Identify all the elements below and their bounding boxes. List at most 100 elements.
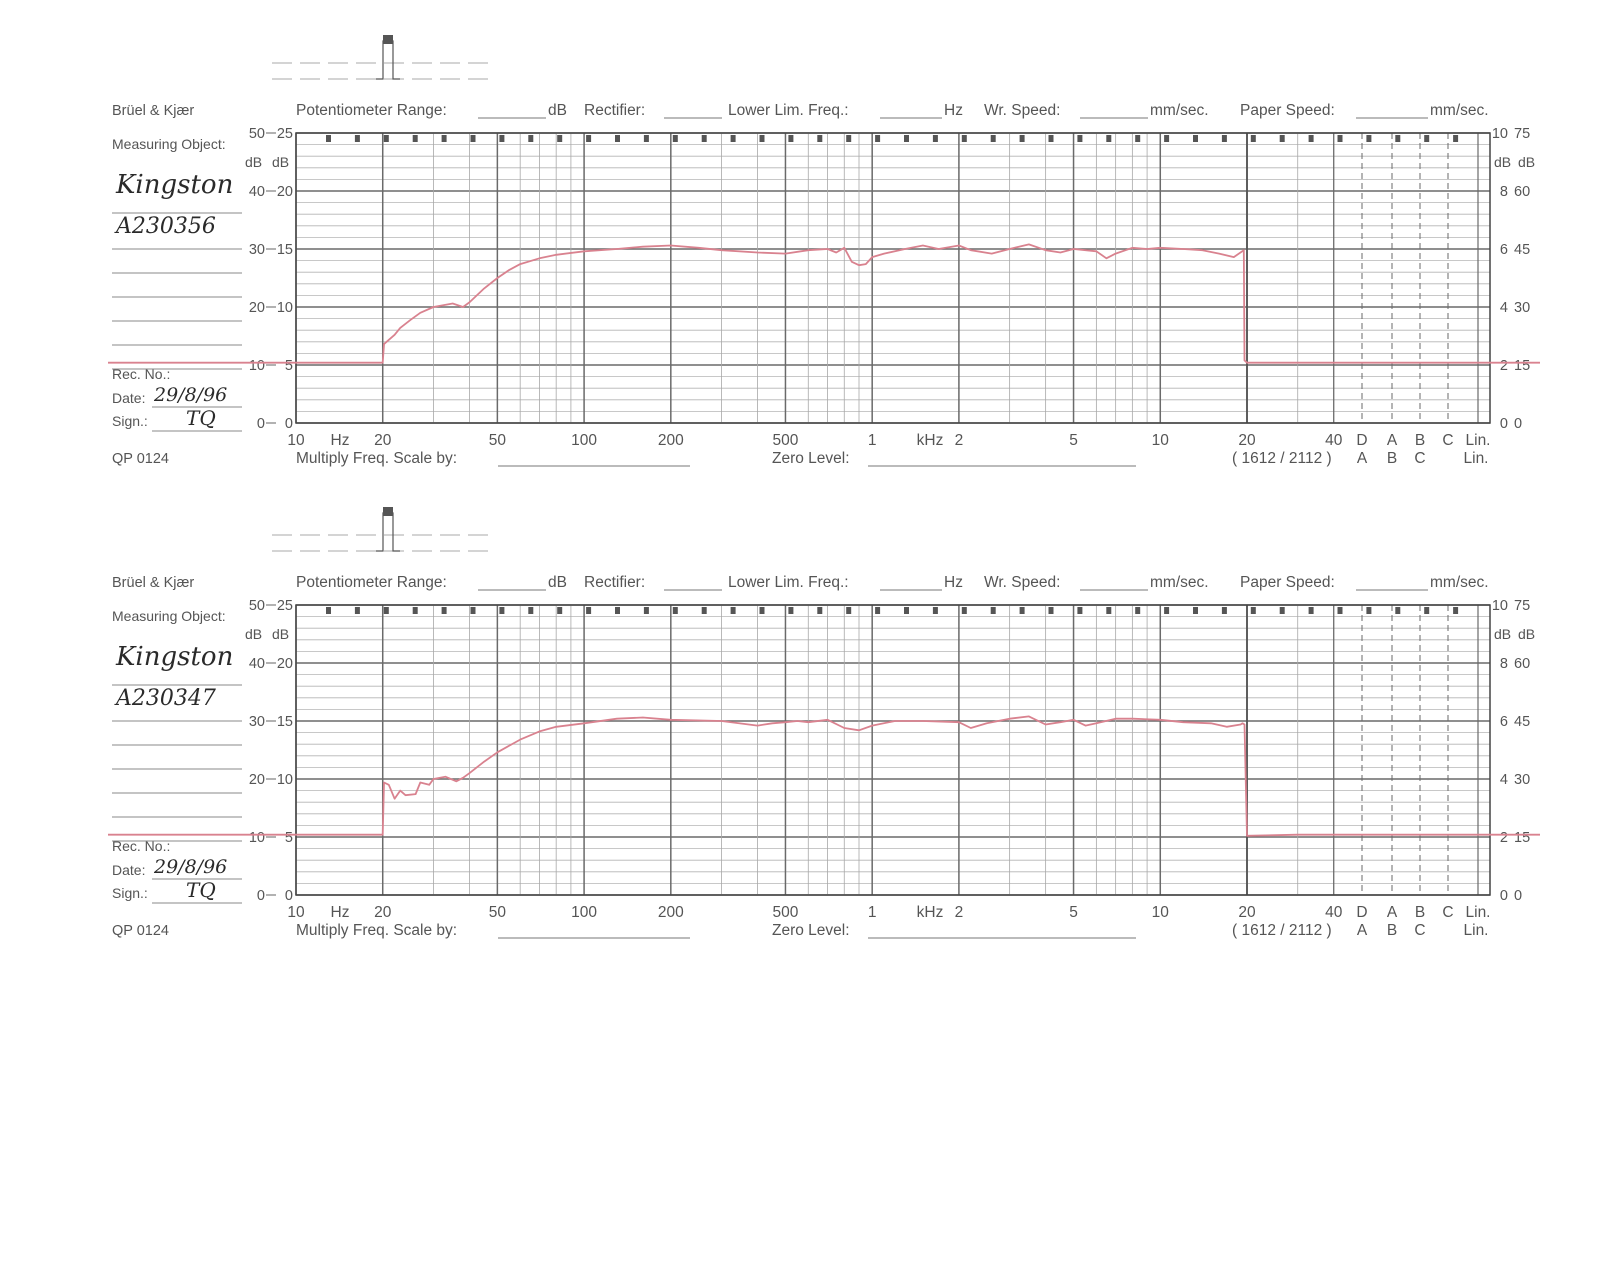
- x-tick-label: 500: [773, 432, 799, 449]
- left-db-unit: dB: [245, 626, 262, 642]
- form-code: QP 0124: [112, 923, 169, 939]
- left-scale-25-label: 0: [285, 888, 293, 904]
- trace-point: [1146, 248, 1148, 250]
- left-scale-50-label: 0: [257, 416, 265, 432]
- sprocket-mark: [932, 135, 938, 142]
- right-scale-75-label: 45: [1514, 242, 1530, 258]
- trace-point: [555, 726, 557, 728]
- trace-point: [508, 269, 510, 271]
- trace-point: [871, 725, 873, 727]
- trace-point: [462, 777, 464, 779]
- trace-point: [1246, 835, 1248, 837]
- right-scale-10-label: 10: [1492, 598, 1508, 614]
- trace-point: [958, 244, 960, 247]
- sprocket-mark: [643, 135, 649, 142]
- trace-point: [383, 343, 385, 345]
- weighting-label-bottom: A: [1357, 450, 1368, 467]
- x-tick-label: 40: [1325, 904, 1343, 921]
- sprocket-mark: [1424, 135, 1430, 142]
- trace-point: [444, 776, 446, 778]
- left-scale-25-label: 15: [277, 242, 293, 258]
- sprocket-mark: [1164, 607, 1170, 614]
- sprocket-mark: [1221, 135, 1227, 142]
- x-tick-label: 10: [1152, 432, 1170, 449]
- trace-point: [1233, 256, 1235, 258]
- left-scale-25-label: 10: [277, 772, 293, 788]
- multiply-label: Multiply Freq. Scale by:: [296, 450, 457, 467]
- sprocket-mark: [528, 607, 534, 614]
- trace-point: [991, 253, 993, 255]
- left-scale-50-label: 50: [249, 126, 265, 142]
- weighting-label-bottom: Lin.: [1464, 922, 1489, 939]
- trace-point: [538, 730, 541, 733]
- sprocket-mark: [528, 135, 534, 142]
- trace-point: [670, 719, 672, 721]
- trace-point: [1059, 721, 1061, 723]
- sprocket-mark: [354, 607, 360, 614]
- form-code: QP 0124: [112, 451, 169, 467]
- measuring-object-value: Kingston: [115, 170, 233, 200]
- x-tick-label: 2: [955, 432, 964, 449]
- right-db-unit: dB: [1494, 626, 1511, 642]
- mm-sec-label: mm/sec.: [1430, 102, 1489, 119]
- left-scale-25-label: 15: [277, 714, 293, 730]
- weighting-label: B: [1415, 904, 1425, 921]
- pen-marker: [272, 35, 488, 80]
- weighting-label-bottom: Lin.: [1464, 450, 1489, 467]
- sprocket-mark: [441, 135, 447, 142]
- left-scale-50-label: 40: [249, 184, 265, 200]
- left-scale-25-label: 0: [285, 416, 293, 432]
- trace-point: [937, 248, 940, 250]
- sprocket-mark: [1337, 135, 1343, 142]
- marker-block: [383, 507, 393, 516]
- trace-point: [970, 727, 972, 729]
- trace-point: [986, 722, 988, 724]
- trace-point: [958, 721, 960, 723]
- trace-point: [388, 784, 390, 786]
- trace-point: [858, 729, 860, 731]
- right-scale-10-label: 6: [1500, 714, 1508, 730]
- weighting-label: C: [1442, 904, 1453, 921]
- x-tick-label: 20: [1238, 432, 1256, 449]
- trace-point: [616, 718, 618, 720]
- left-scale-25-label: 5: [285, 830, 293, 846]
- trace-point: [616, 248, 618, 250]
- lower-lim-label: Lower Lim. Freq.:: [728, 574, 849, 591]
- left-scale-50-label: 30: [249, 242, 265, 258]
- weighting-label-bottom: A: [1357, 922, 1368, 939]
- x-tick-label: 200: [658, 432, 684, 449]
- marker-pulse: [376, 40, 400, 80]
- sprocket-mark: [701, 135, 707, 142]
- sprocket-mark: [846, 607, 852, 614]
- trace-point: [1246, 362, 1248, 364]
- trace-point: [555, 254, 557, 256]
- trace-point: [720, 249, 723, 251]
- trace-point: [496, 277, 498, 279]
- sprocket-mark: [615, 135, 620, 142]
- weighting-label: Lin.: [1466, 904, 1491, 921]
- left-scale-50-label: 50: [249, 598, 265, 614]
- sprocket-mark: [383, 607, 389, 614]
- hz-header-label: Hz: [944, 102, 963, 119]
- sprocket-mark: [672, 135, 678, 142]
- left-db-unit: dB: [272, 154, 289, 170]
- marker-block: [383, 35, 393, 44]
- trace-point: [1210, 722, 1212, 724]
- mm-sec-label: mm/sec.: [1430, 574, 1489, 591]
- rectifier-label: Rectifier:: [584, 102, 645, 119]
- x-tick-label: 5: [1069, 432, 1078, 449]
- right-db-unit: dB: [1518, 154, 1535, 170]
- sprocket-mark: [326, 135, 331, 142]
- measuring-object-value: Kingston: [115, 642, 233, 672]
- right-scale-10-label: 0: [1500, 416, 1508, 432]
- wr-speed-label: Wr. Speed:: [984, 574, 1060, 591]
- trace-point: [851, 261, 853, 263]
- object-id-value: A230347: [114, 686, 216, 711]
- rec-no-label: Rec. No.:: [112, 366, 170, 382]
- x-unit-hz: Hz: [331, 432, 350, 449]
- trace-point: [483, 761, 485, 763]
- trace-point: [583, 250, 585, 252]
